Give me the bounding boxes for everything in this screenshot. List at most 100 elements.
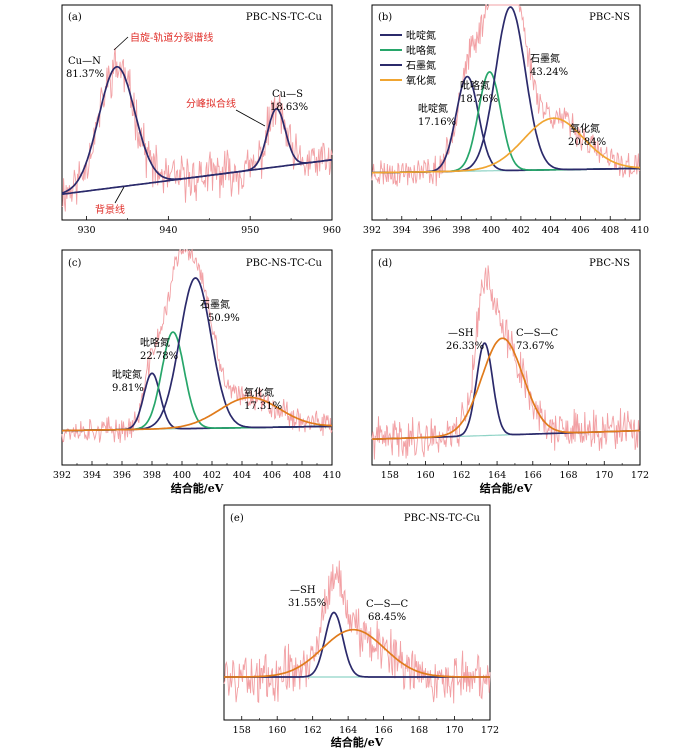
panel-d: 158 160 162 164 166 168 170 172 (d) PBC-NS —SH … [371, 249, 649, 495]
series-raw-spectrum-e [223, 560, 491, 704]
legend-b-label-1: 吡啶氮 [406, 29, 436, 42]
x-tick-label-d-170: 170 [595, 470, 613, 481]
x-tick-label-c-396: 396 [113, 470, 131, 481]
annotation-background: 背景线 [95, 203, 125, 216]
legend-b-label-3: 石墨氮 [406, 59, 436, 72]
x-tick-label-c-408: 408 [293, 470, 311, 481]
panel-c-title: PBC-NS-TC-Cu [246, 258, 323, 269]
peak-pct-cu-s: 18.63% [270, 102, 308, 113]
series-peak-c-4 [62, 396, 332, 432]
x-tick-label-c-394: 394 [83, 470, 101, 481]
x-tick-label-e-160: 160 [268, 725, 286, 736]
x-tick-label-b-398: 398 [452, 225, 470, 236]
x-tick-label-b-402: 402 [512, 225, 530, 236]
panel-d-title: PBC-NS [589, 258, 630, 269]
panel-d-xlabel: 结合能/eV [479, 481, 533, 495]
peak-label-cu-n: Cu—N [68, 56, 101, 67]
panel-e-title: PBC-NS-TC-Cu [404, 513, 481, 524]
peak-b-name-4: 氧化氮 [570, 122, 600, 135]
x-tick-label-e-166: 166 [375, 725, 393, 736]
x-tick-label-e-170: 170 [445, 725, 463, 736]
peak-e-name-2: C—S—C [366, 599, 409, 610]
peak-b-pct-3: 43.24% [530, 67, 568, 78]
panel-e-plot: 158 160 162 164 166 168 170 172 [223, 560, 499, 736]
x-tick-label-b-394: 394 [393, 225, 411, 236]
series-peak-a-1 [61, 65, 333, 194]
x-tick-label-d-166: 166 [524, 470, 542, 481]
panel-c-xlabel: 结合能/eV [170, 481, 224, 495]
x-tick-label-c-400: 400 [173, 470, 191, 481]
x-tick-label-b-400: 400 [482, 225, 500, 236]
peak-c-pct-2: 22.78% [140, 351, 178, 362]
peak-d-pct-1: 26.33% [446, 341, 484, 352]
x-tick-label-b-408: 408 [601, 225, 619, 236]
x-tick-label-a-940: 940 [159, 225, 177, 236]
peak-c-name-1: 吡啶氮 [112, 368, 142, 381]
series-peak-e-2 [224, 628, 490, 678]
x-tick-label-a-950: 950 [241, 225, 259, 236]
peak-c-name-2: 吡咯氮 [140, 336, 170, 349]
peak-b-pct-2: 18.76% [460, 94, 498, 105]
x-tick-label-d-168: 168 [559, 470, 577, 481]
panel-e-frame [223, 504, 491, 721]
panel-a-label: (a) [68, 12, 82, 23]
x-tick-label-e-162: 162 [304, 725, 322, 736]
peak-e-pct-1: 31.55% [288, 598, 326, 609]
x-tick-label-e-164: 164 [339, 725, 357, 736]
x-tick-label-d-160: 160 [417, 470, 435, 481]
x-tick-label-e-168: 168 [410, 725, 428, 736]
panel-d-frame [371, 249, 641, 466]
panel-c-label: (c) [68, 258, 82, 269]
series-peak-b-4 [372, 117, 640, 174]
peak-c-pct-1: 9.81% [112, 383, 144, 394]
peak-c-pct-4: 17.31% [244, 401, 282, 412]
series-raw-spectrum-d [371, 265, 641, 460]
panel-a-title: PBC-NS-TC-Cu [246, 12, 323, 23]
panel-c-plot: 392 394 396 398 400 402 404 406 408 410 [53, 248, 341, 481]
panel-a: 930 940 950 960 (a) PBC-NS-TC-Cu 自旋-轨道分裂谱线 … [61, 4, 341, 236]
panel-c-frame [61, 249, 333, 466]
panel-b-title: PBC-NS [589, 12, 630, 23]
peak-b-name-1: 吡啶氮 [418, 102, 448, 115]
legend-b-label-2: 吡咯氮 [406, 44, 436, 57]
peak-b-pct-4: 20.84% [568, 137, 606, 148]
peak-c-name-4: 氧化氮 [244, 386, 274, 399]
panel-d-label: (d) [378, 258, 392, 269]
x-tick-label-b-404: 404 [542, 225, 560, 236]
panel-a-plot: 930 940 950 960 [61, 47, 341, 236]
x-tick-label-e-172: 172 [481, 725, 499, 736]
x-tick-label-c-406: 406 [263, 470, 281, 481]
panel-e: 158 160 162 164 166 168 170 172 (e) PBC-NS-TC-C… [223, 504, 499, 749]
series-peak-a-2 [61, 107, 333, 196]
annotation-fit-line-arrow [235, 109, 266, 127]
peak-pct-cu-n: 81.37% [66, 69, 104, 80]
panel-c: 392 394 396 398 400 402 404 406 408 410 (c) PBC-N… [53, 248, 341, 495]
series-peak-c-3 [62, 277, 332, 432]
peak-label-cu-s: Cu—S [272, 89, 303, 100]
peak-c-pct-3: 50.9% [208, 313, 240, 324]
annotation-fit-line: 分峰拟合线 [186, 97, 236, 110]
x-tick-label-d-162: 162 [452, 470, 470, 481]
x-tick-label-a-960: 960 [323, 225, 341, 236]
peak-d-pct-2: 73.67% [516, 341, 554, 352]
panel-b-plot: 392 394 396 398 400 402 404 406 408 410 [363, 4, 649, 236]
peak-c-name-3: 石墨氮 [200, 298, 230, 311]
x-tick-label-d-158: 158 [381, 470, 399, 481]
x-tick-label-b-410: 410 [631, 225, 649, 236]
panel-d-plot: 158 160 162 164 166 168 170 172 [371, 265, 649, 481]
x-tick-label-c-402: 402 [203, 470, 221, 481]
x-tick-label-b-392: 392 [363, 225, 381, 236]
peak-b-pct-1: 17.16% [418, 117, 456, 128]
peak-d-name-2: C—S—C [516, 328, 559, 339]
series-peak-d-2 [372, 337, 640, 441]
panel-b-label: (b) [378, 12, 392, 23]
peak-b-name-3: 石墨氮 [530, 52, 560, 65]
x-tick-label-d-164: 164 [488, 470, 506, 481]
x-tick-label-b-406: 406 [571, 225, 589, 236]
x-tick-label-c-410: 410 [323, 470, 341, 481]
x-tick-label-d-172: 172 [631, 470, 649, 481]
annotation-spin-orbit: 自旋-轨道分裂谱线 [130, 31, 213, 44]
series-raw-spectrum-c [61, 248, 333, 443]
peak-b-name-2: 吡咯氮 [460, 79, 490, 92]
